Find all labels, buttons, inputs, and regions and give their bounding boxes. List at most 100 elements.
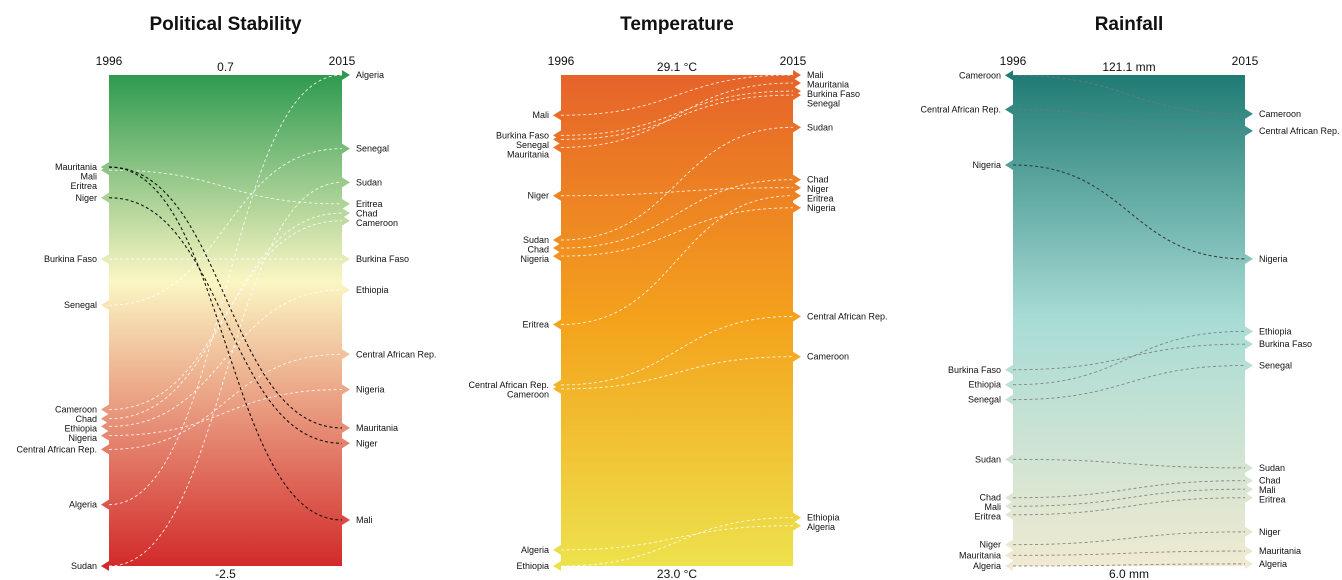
point-1996-chad xyxy=(553,243,561,254)
country-label-2015-burkina-faso: Burkina Faso xyxy=(1259,339,1312,349)
point-1996-mauritania xyxy=(553,142,561,153)
country-label-1996-chad: Chad xyxy=(527,245,549,255)
point-1996-chad xyxy=(1005,492,1013,503)
left-year-label: 1996 xyxy=(1000,54,1027,68)
country-label-2015-mauritania: Mauritania xyxy=(807,80,849,90)
country-label-1996-niger: Niger xyxy=(979,540,1001,550)
country-label-1996-nigeria: Nigeria xyxy=(520,254,549,264)
country-label-2015-nigeria: Nigeria xyxy=(1259,254,1288,264)
country-label-2015-central-african-rep: Central African Rep. xyxy=(807,311,888,321)
point-2015-mali xyxy=(1245,484,1253,495)
max-value-label: 0.7 xyxy=(217,60,234,74)
point-1996-eritrea xyxy=(1005,509,1013,520)
point-2015-senegal xyxy=(793,90,801,101)
point-2015-cameroon xyxy=(793,351,801,362)
country-label-2015-ethiopia: Ethiopia xyxy=(807,513,840,523)
country-label-2015-eritrea: Eritrea xyxy=(807,194,834,204)
point-2015-nigeria xyxy=(793,202,801,213)
country-label-1996-ethiopia: Ethiopia xyxy=(516,561,549,571)
country-label-2015-mauritania: Mauritania xyxy=(1259,546,1301,556)
max-value-label: 29.1 °C xyxy=(657,60,697,74)
country-label-2015-niger: Niger xyxy=(1259,527,1281,537)
country-label-1996-senegal: Senegal xyxy=(64,300,97,310)
country-label-1996-burkina-faso: Burkina Faso xyxy=(496,130,549,140)
point-1996-central-african-rep xyxy=(1005,104,1013,115)
country-label-1996-burkina-faso: Burkina Faso xyxy=(44,254,97,264)
point-1996-sudan xyxy=(101,561,109,571)
point-2015-mauritania xyxy=(342,422,350,433)
country-label-2015-senegal: Senegal xyxy=(356,144,389,154)
series-line-mali xyxy=(108,166,343,521)
country-label-2015-cameroon: Cameroon xyxy=(356,218,398,228)
point-1996-senegal xyxy=(553,134,561,145)
point-2015-sudan xyxy=(342,177,350,188)
max-value-label: 121.1 mm xyxy=(1102,60,1155,74)
series-line-chad xyxy=(1012,480,1246,499)
series-line-burkina-faso xyxy=(1012,343,1246,371)
country-label-1996-eritrea: Eritrea xyxy=(522,320,549,330)
chart-panel-rainfall: Rainfall 1996 2015 121.1 mm 6.0 mm Cameroon Ca… xyxy=(920,14,1339,580)
country-label-2015-senegal: Senegal xyxy=(807,99,840,109)
country-label-1996-mauritania: Mauritania xyxy=(55,162,97,172)
point-2015-niger xyxy=(342,438,350,449)
country-label-1996-burkina-faso: Burkina Faso xyxy=(948,365,1001,375)
right-year-label: 2015 xyxy=(329,54,356,68)
country-label-1996-chad: Chad xyxy=(979,493,1001,503)
point-1996-ethiopia xyxy=(553,561,561,571)
point-1996-mali xyxy=(553,110,561,121)
country-label-1996-eritrea: Eritrea xyxy=(974,512,1001,522)
point-2015-burkina-faso xyxy=(342,254,350,265)
point-1996-niger xyxy=(101,192,109,203)
series-line-eritrea xyxy=(560,195,794,325)
series-line-senegal xyxy=(560,94,794,140)
country-label-1996-mauritania: Mauritania xyxy=(959,550,1001,560)
country-label-2015-cameroon: Cameroon xyxy=(1259,109,1301,119)
chart-panel-temperature: Temperature 1996 2015 29.1 °C 23.0 °C Mali Mal… xyxy=(468,14,887,580)
country-label-1996-central-african-rep: Central African Rep. xyxy=(16,444,97,454)
point-1996-nigeria xyxy=(1005,160,1013,171)
country-label-2015-burkina-faso: Burkina Faso xyxy=(807,89,860,99)
series-line-senegal xyxy=(1012,365,1246,401)
series-line-niger xyxy=(108,197,343,444)
point-1996-central-african-rep xyxy=(101,444,109,455)
point-2015-chad xyxy=(1245,475,1253,486)
point-2015-central-african-rep xyxy=(793,311,801,322)
point-2015-central-african-rep xyxy=(1245,125,1253,136)
panel-background xyxy=(561,75,793,566)
country-label-2015-algeria: Algeria xyxy=(356,70,384,80)
country-label-2015-eritrea: Eritrea xyxy=(356,199,383,209)
series-line-cameroon xyxy=(560,356,794,390)
series-line-burkina-faso xyxy=(560,90,794,136)
point-2015-cameroon xyxy=(342,215,350,226)
series-line-cameroon xyxy=(1012,74,1246,115)
country-label-1996-eritrea: Eritrea xyxy=(70,181,97,191)
country-label-2015-chad: Chad xyxy=(1259,476,1281,486)
country-label-2015-mali: Mali xyxy=(356,515,373,525)
point-1996-burkina-faso xyxy=(101,254,109,265)
series-line-nigeria xyxy=(1012,164,1246,260)
left-year-label: 1996 xyxy=(548,54,575,68)
point-2015-algeria xyxy=(1245,558,1253,569)
point-1996-mauritania xyxy=(1005,550,1013,561)
point-2015-mauritania xyxy=(793,78,801,89)
series-line-niger xyxy=(560,187,794,197)
point-2015-niger xyxy=(793,182,801,193)
series-line-mauritania xyxy=(1012,550,1246,556)
point-2015-niger xyxy=(1245,526,1253,537)
point-2015-chad xyxy=(342,208,350,219)
point-1996-ethiopia xyxy=(101,421,109,432)
series-line-ethiopia xyxy=(560,517,794,567)
right-year-label: 2015 xyxy=(1232,54,1259,68)
point-2015-sudan xyxy=(1245,462,1253,473)
series-line-mauritania xyxy=(108,166,343,429)
country-label-2015-algeria: Algeria xyxy=(807,522,835,532)
left-year-label: 1996 xyxy=(96,54,123,68)
series-line-central-african-rep xyxy=(560,316,794,386)
country-label-2015-algeria: Algeria xyxy=(1259,559,1287,569)
point-1996-niger xyxy=(553,190,561,201)
country-label-2015-sudan: Sudan xyxy=(1259,463,1285,473)
point-1996-algeria xyxy=(553,544,561,555)
series-line-sudan xyxy=(560,126,794,241)
series-line-sudan xyxy=(1012,458,1246,469)
